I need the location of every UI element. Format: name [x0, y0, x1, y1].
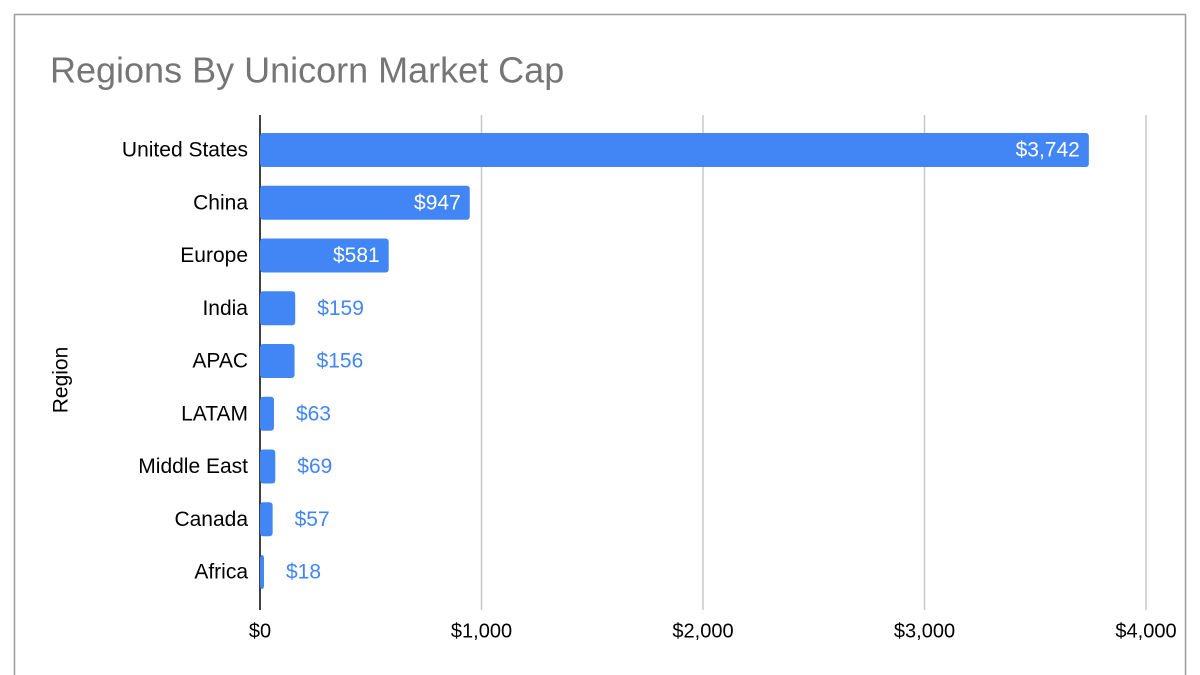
bar [260, 502, 273, 537]
y-tick-label: Middle East [138, 455, 248, 478]
y-tick-label: Europe [180, 244, 248, 267]
data-label: $18 [286, 561, 321, 584]
y-tick-label: APAC [192, 350, 248, 373]
y-tick-label: LATAM [181, 402, 248, 425]
bar [260, 291, 296, 326]
data-label: $63 [296, 402, 331, 425]
x-tick-label: $3,000 [894, 620, 955, 642]
data-label: $947 [414, 191, 461, 214]
data-label: $57 [295, 508, 330, 531]
data-label: $156 [317, 350, 364, 373]
bar [260, 449, 276, 484]
x-tick-label: $0 [249, 620, 271, 642]
y-tick-label: United States [122, 139, 248, 162]
y-axis-label: Region [50, 347, 73, 414]
bar [260, 238, 389, 273]
bar [260, 396, 274, 431]
y-tick-label: Africa [194, 561, 248, 584]
chart-frame [13, 13, 1187, 675]
bar [260, 133, 1089, 167]
y-tick-label: Canada [174, 508, 248, 531]
y-tick-label: China [193, 191, 248, 214]
bar [260, 555, 264, 589]
chart-title: Regions By Unicorn Market Cap [50, 50, 564, 91]
data-label: $581 [333, 244, 380, 267]
x-tick-label: $2,000 [672, 620, 733, 642]
data-label: $3,742 [1016, 139, 1080, 162]
data-label: $69 [297, 455, 332, 478]
bar [260, 185, 470, 220]
x-tick-label: $1,000 [451, 620, 512, 642]
y-tick-label: India [202, 297, 248, 320]
data-label: $159 [317, 297, 364, 320]
bar [260, 344, 295, 378]
x-tick-label: $4,000 [1115, 620, 1176, 642]
